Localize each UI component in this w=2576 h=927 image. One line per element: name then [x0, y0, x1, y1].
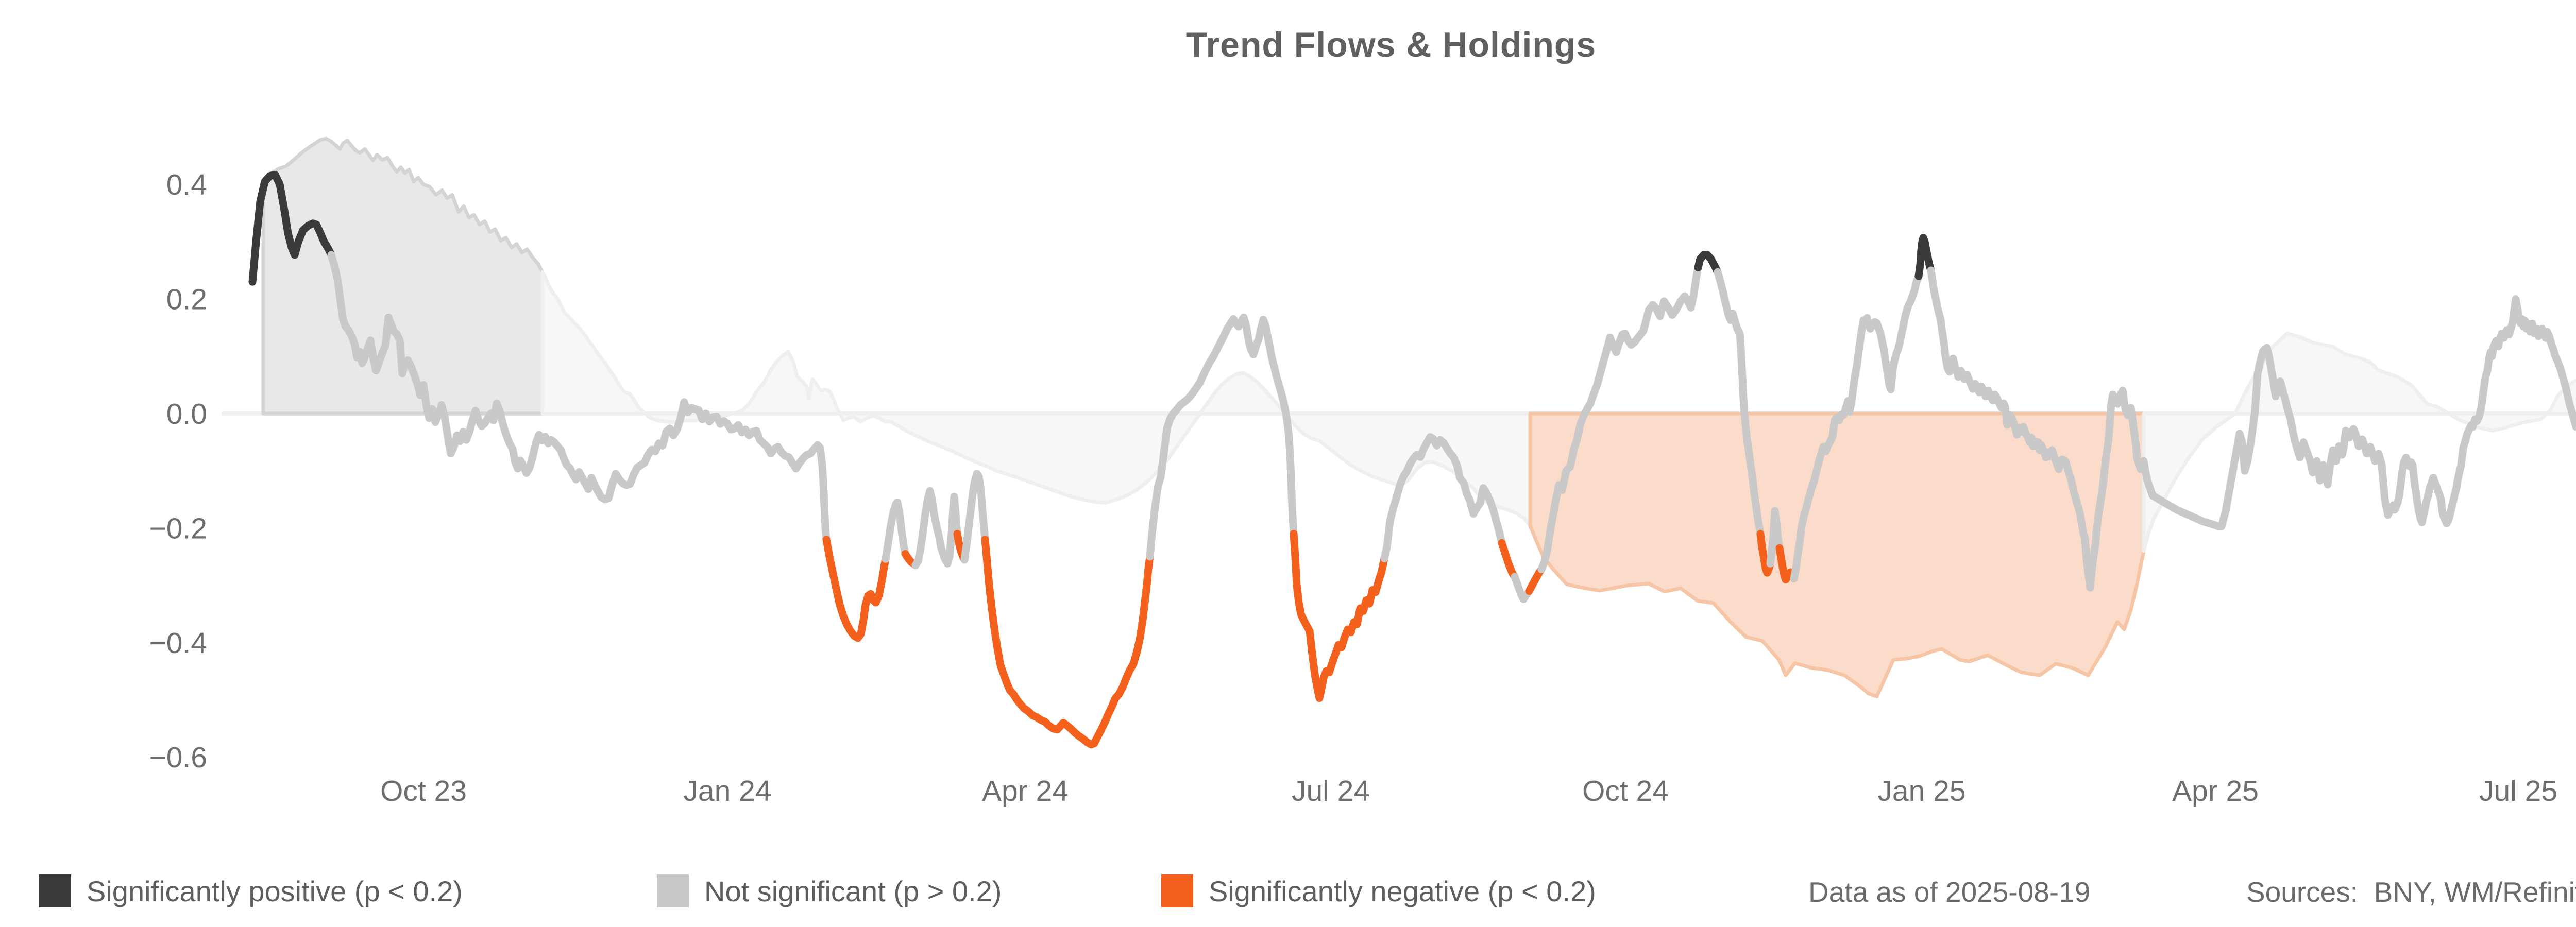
- area-neutral: [540, 270, 1532, 528]
- legend-swatch-icon: [39, 874, 71, 907]
- line-neutral: [1714, 268, 1765, 538]
- area-positive: [261, 136, 545, 416]
- line-neutral: [1927, 266, 2576, 592]
- line-neutral: [327, 251, 831, 544]
- line-negative: [1498, 539, 1519, 581]
- x-tick-label: Jul 24: [1292, 775, 1370, 808]
- area-negative: [1528, 411, 2146, 698]
- line-positive: [248, 170, 335, 286]
- y-tick-label: −0.2: [149, 512, 207, 545]
- y-tick-label: −0.4: [149, 627, 207, 660]
- y-tick-label: 0.2: [166, 283, 207, 316]
- x-tick-label: Oct 24: [1582, 775, 1669, 808]
- line-neutral: [1790, 272, 1923, 582]
- legend-item: Significantly positive (p < 0.2): [39, 872, 463, 909]
- y-tick-label: 0.0: [166, 398, 207, 431]
- line-negative: [1290, 530, 1388, 702]
- sources-note: Sources: BNY, WM/Refinitiv: [2246, 876, 2576, 908]
- line-neutral: [911, 487, 961, 570]
- legend-swatch-icon: [1161, 874, 1193, 907]
- legend-label: Significantly positive (p < 0.2): [87, 874, 463, 907]
- area-neutral: [2142, 331, 2576, 553]
- line-neutral: [1146, 313, 1298, 561]
- x-tick-label: Jan 25: [1877, 775, 1965, 808]
- legend-label: Significantly negative (p < 0.2): [1209, 874, 1596, 907]
- data-as-of-note: Data as of 2025-08-19: [1808, 876, 2091, 908]
- line-neutral: [1537, 263, 1702, 573]
- line-neutral: [960, 470, 989, 564]
- x-tick-label: Jan 24: [683, 775, 771, 808]
- line-negative: [1756, 530, 1774, 577]
- y-tick-label: −0.6: [149, 741, 207, 774]
- line-neutral: [1380, 433, 1506, 562]
- legend-item: Significantly negative (p < 0.2): [1161, 872, 1596, 909]
- page-title: Trend Flows & Holdings: [1185, 25, 1597, 64]
- y-tick-label: 0.4: [166, 168, 207, 201]
- line-neutral: [882, 498, 909, 563]
- x-tick-label: Oct 23: [380, 775, 467, 808]
- x-tick-label: Apr 24: [982, 775, 1069, 808]
- legend-swatch-icon: [657, 874, 689, 907]
- line-positive: [1914, 234, 1935, 280]
- legend-label: Not significant (p > 0.2): [704, 874, 1002, 907]
- x-tick-label: Apr 25: [2172, 775, 2259, 808]
- line-neutral: [1766, 507, 1784, 568]
- x-tick-label: Jul 25: [2479, 775, 2557, 808]
- legend-item: Not significant (p > 0.2): [657, 872, 1002, 909]
- line-positive: [1694, 251, 1722, 276]
- line-neutral: [1511, 573, 1533, 603]
- line-negative: [981, 536, 1154, 749]
- line-negative: [822, 536, 890, 642]
